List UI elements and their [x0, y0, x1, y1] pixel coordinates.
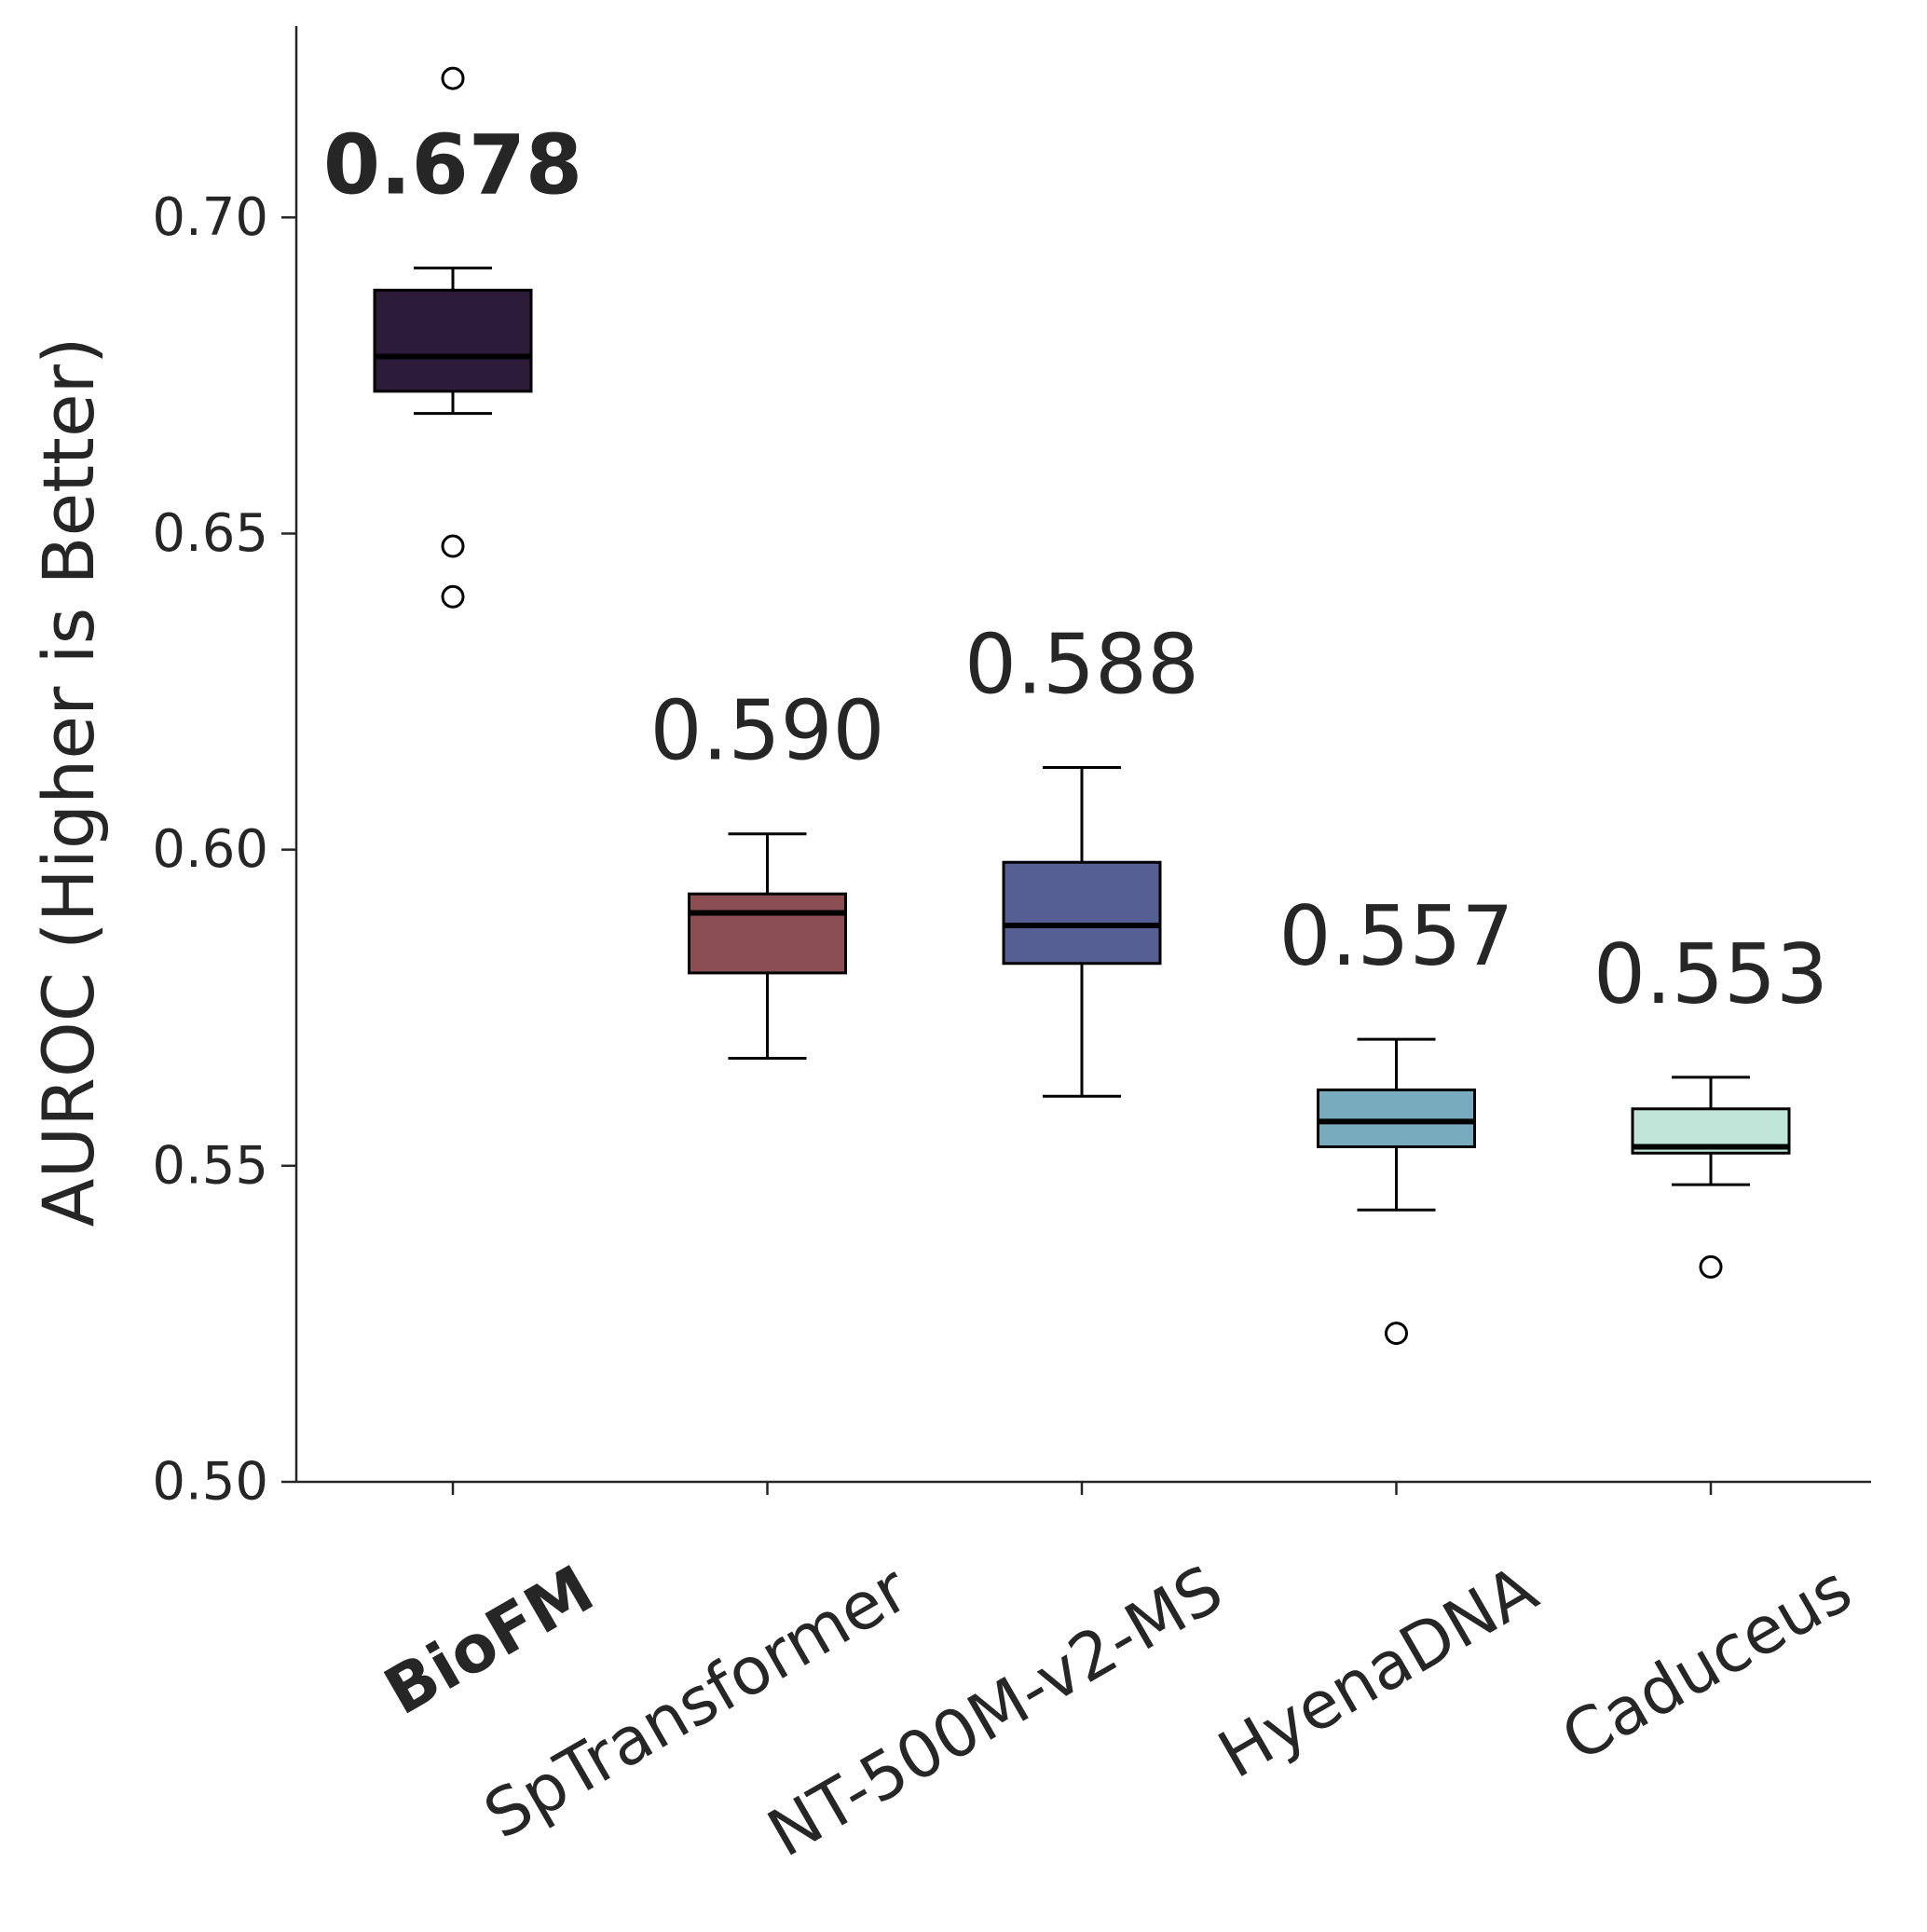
box-iqr [688, 892, 847, 975]
x-tick-label: BioFM [372, 1551, 606, 1730]
box-nt-500m-v2-ms: 0.588 [964, 616, 1199, 1098]
box-hyenadna: 0.557 [1279, 888, 1514, 1346]
y-tick-label: 0.50 [152, 1452, 268, 1513]
y-axis-title: AUROC (Higher is Better) [27, 337, 110, 1227]
box-caduceus: 0.553 [1593, 926, 1828, 1279]
y-tick-label: 0.65 [152, 503, 268, 564]
box-iqr [1317, 1088, 1476, 1148]
box-sptransformer: 0.590 [650, 683, 885, 1061]
median-value-label: 0.557 [1279, 888, 1514, 984]
median-value-label: 0.553 [1593, 926, 1828, 1022]
box-iqr [373, 288, 533, 393]
median-value-label: 0.590 [650, 683, 885, 779]
x-tick-label: HyenaDNA [1206, 1551, 1550, 1793]
y-tick-label: 0.70 [152, 187, 268, 248]
y-tick-label: 0.55 [152, 1135, 268, 1196]
median-value-label: 0.588 [964, 616, 1199, 712]
outlier-point [1385, 1322, 1408, 1346]
outlier-point [441, 534, 465, 558]
boxes: 0.678 0.590 0.588 0.557 0.553 [323, 66, 1828, 1346]
box-iqr [1002, 860, 1162, 966]
y-tick-label: 0.60 [152, 819, 268, 880]
box-biofm: 0.678 [323, 66, 582, 609]
outlier-point [441, 584, 465, 609]
median-value-label: 0.678 [323, 117, 582, 213]
outlier-point [1699, 1254, 1723, 1279]
outlier-point [441, 66, 465, 90]
x-tick-label: Caduceus [1549, 1551, 1864, 1776]
